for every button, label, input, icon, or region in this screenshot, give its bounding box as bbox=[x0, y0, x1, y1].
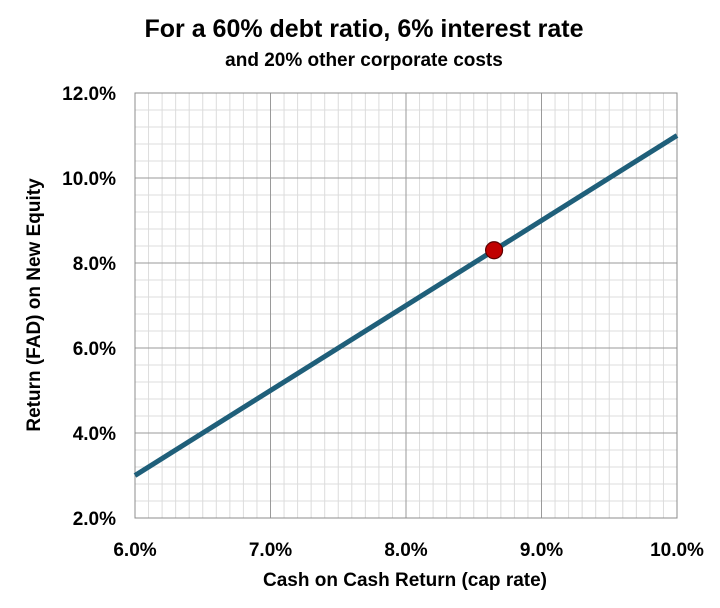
y-tick-label: 2.0% bbox=[73, 509, 116, 530]
x-axis-ticks: 6.0% 7.0% 8.0% 9.0% 10.0% bbox=[113, 540, 704, 561]
chart-subtitle: and 20% other corporate costs bbox=[225, 50, 503, 71]
minor-grid bbox=[135, 93, 677, 518]
x-tick-label: 6.0% bbox=[113, 540, 156, 561]
y-tick-label: 12.0% bbox=[62, 84, 116, 105]
x-tick-label: 7.0% bbox=[249, 540, 292, 561]
series-layer bbox=[133, 133, 679, 478]
x-tick-label: 9.0% bbox=[520, 540, 563, 561]
highlight-point bbox=[484, 241, 504, 260]
x-axis-label: Cash on Cash Return (cap rate) bbox=[263, 570, 547, 591]
y-tick-label: 10.0% bbox=[62, 169, 116, 190]
chart-title: For a 60% debt ratio, 6% interest rate bbox=[144, 15, 583, 43]
x-tick-label: 8.0% bbox=[384, 540, 427, 561]
y-tick-label: 4.0% bbox=[73, 424, 116, 445]
x-tick-label: 10.0% bbox=[650, 540, 704, 561]
y-tick-label: 8.0% bbox=[73, 254, 116, 275]
series-line bbox=[133, 133, 679, 478]
plot-frame bbox=[134, 92, 678, 519]
y-axis-ticks: 2.0% 4.0% 6.0% 8.0% 10.0% 12.0% bbox=[62, 84, 116, 530]
y-axis-label: Return (FAD) on New Equity bbox=[24, 178, 45, 432]
y-tick-label: 6.0% bbox=[73, 339, 116, 360]
